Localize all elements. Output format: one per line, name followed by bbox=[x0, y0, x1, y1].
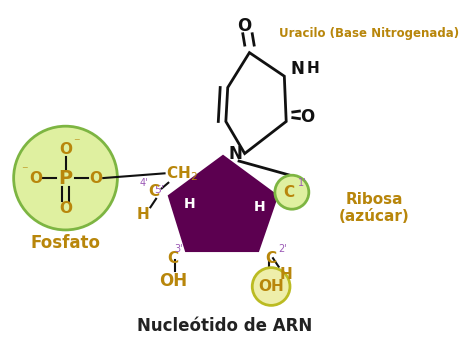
Text: C: C bbox=[149, 184, 160, 199]
Text: O: O bbox=[59, 142, 72, 157]
Text: H: H bbox=[306, 61, 319, 76]
Text: H: H bbox=[184, 197, 196, 211]
Text: C: C bbox=[265, 251, 277, 266]
Circle shape bbox=[252, 268, 290, 305]
Text: Fosfato: Fosfato bbox=[30, 234, 100, 252]
Circle shape bbox=[275, 175, 309, 209]
Text: ⁻: ⁻ bbox=[22, 164, 28, 177]
Text: Uracilo (Base Nitrogenada): Uracilo (Base Nitrogenada) bbox=[279, 27, 459, 40]
Text: ⁻: ⁻ bbox=[73, 136, 80, 149]
Polygon shape bbox=[169, 156, 277, 251]
Text: P: P bbox=[58, 169, 73, 188]
Text: O: O bbox=[300, 108, 314, 126]
Text: 3': 3' bbox=[174, 244, 183, 254]
Text: 5': 5' bbox=[154, 185, 164, 195]
Text: 4': 4' bbox=[139, 178, 148, 188]
Text: OH: OH bbox=[258, 279, 284, 294]
Text: O: O bbox=[89, 170, 102, 185]
Text: OH: OH bbox=[159, 272, 187, 290]
Text: H: H bbox=[280, 267, 292, 282]
Text: CH$_2$: CH$_2$ bbox=[166, 164, 198, 183]
Text: C: C bbox=[167, 251, 179, 266]
Text: H: H bbox=[254, 200, 265, 214]
Text: Nucleótido de ARN: Nucleótido de ARN bbox=[137, 317, 312, 335]
Text: 2': 2' bbox=[278, 244, 287, 254]
Text: O: O bbox=[237, 17, 252, 35]
Text: N: N bbox=[291, 60, 304, 78]
Text: O: O bbox=[29, 170, 42, 185]
Text: H: H bbox=[197, 255, 209, 269]
Text: N: N bbox=[228, 145, 242, 163]
Circle shape bbox=[14, 126, 118, 230]
Text: H: H bbox=[137, 207, 149, 222]
Text: O: O bbox=[59, 201, 72, 216]
Text: Ribosa
(azúcar): Ribosa (azúcar) bbox=[338, 192, 409, 224]
Text: O: O bbox=[216, 138, 230, 156]
Text: 1': 1' bbox=[298, 178, 307, 188]
Text: C: C bbox=[283, 185, 295, 200]
